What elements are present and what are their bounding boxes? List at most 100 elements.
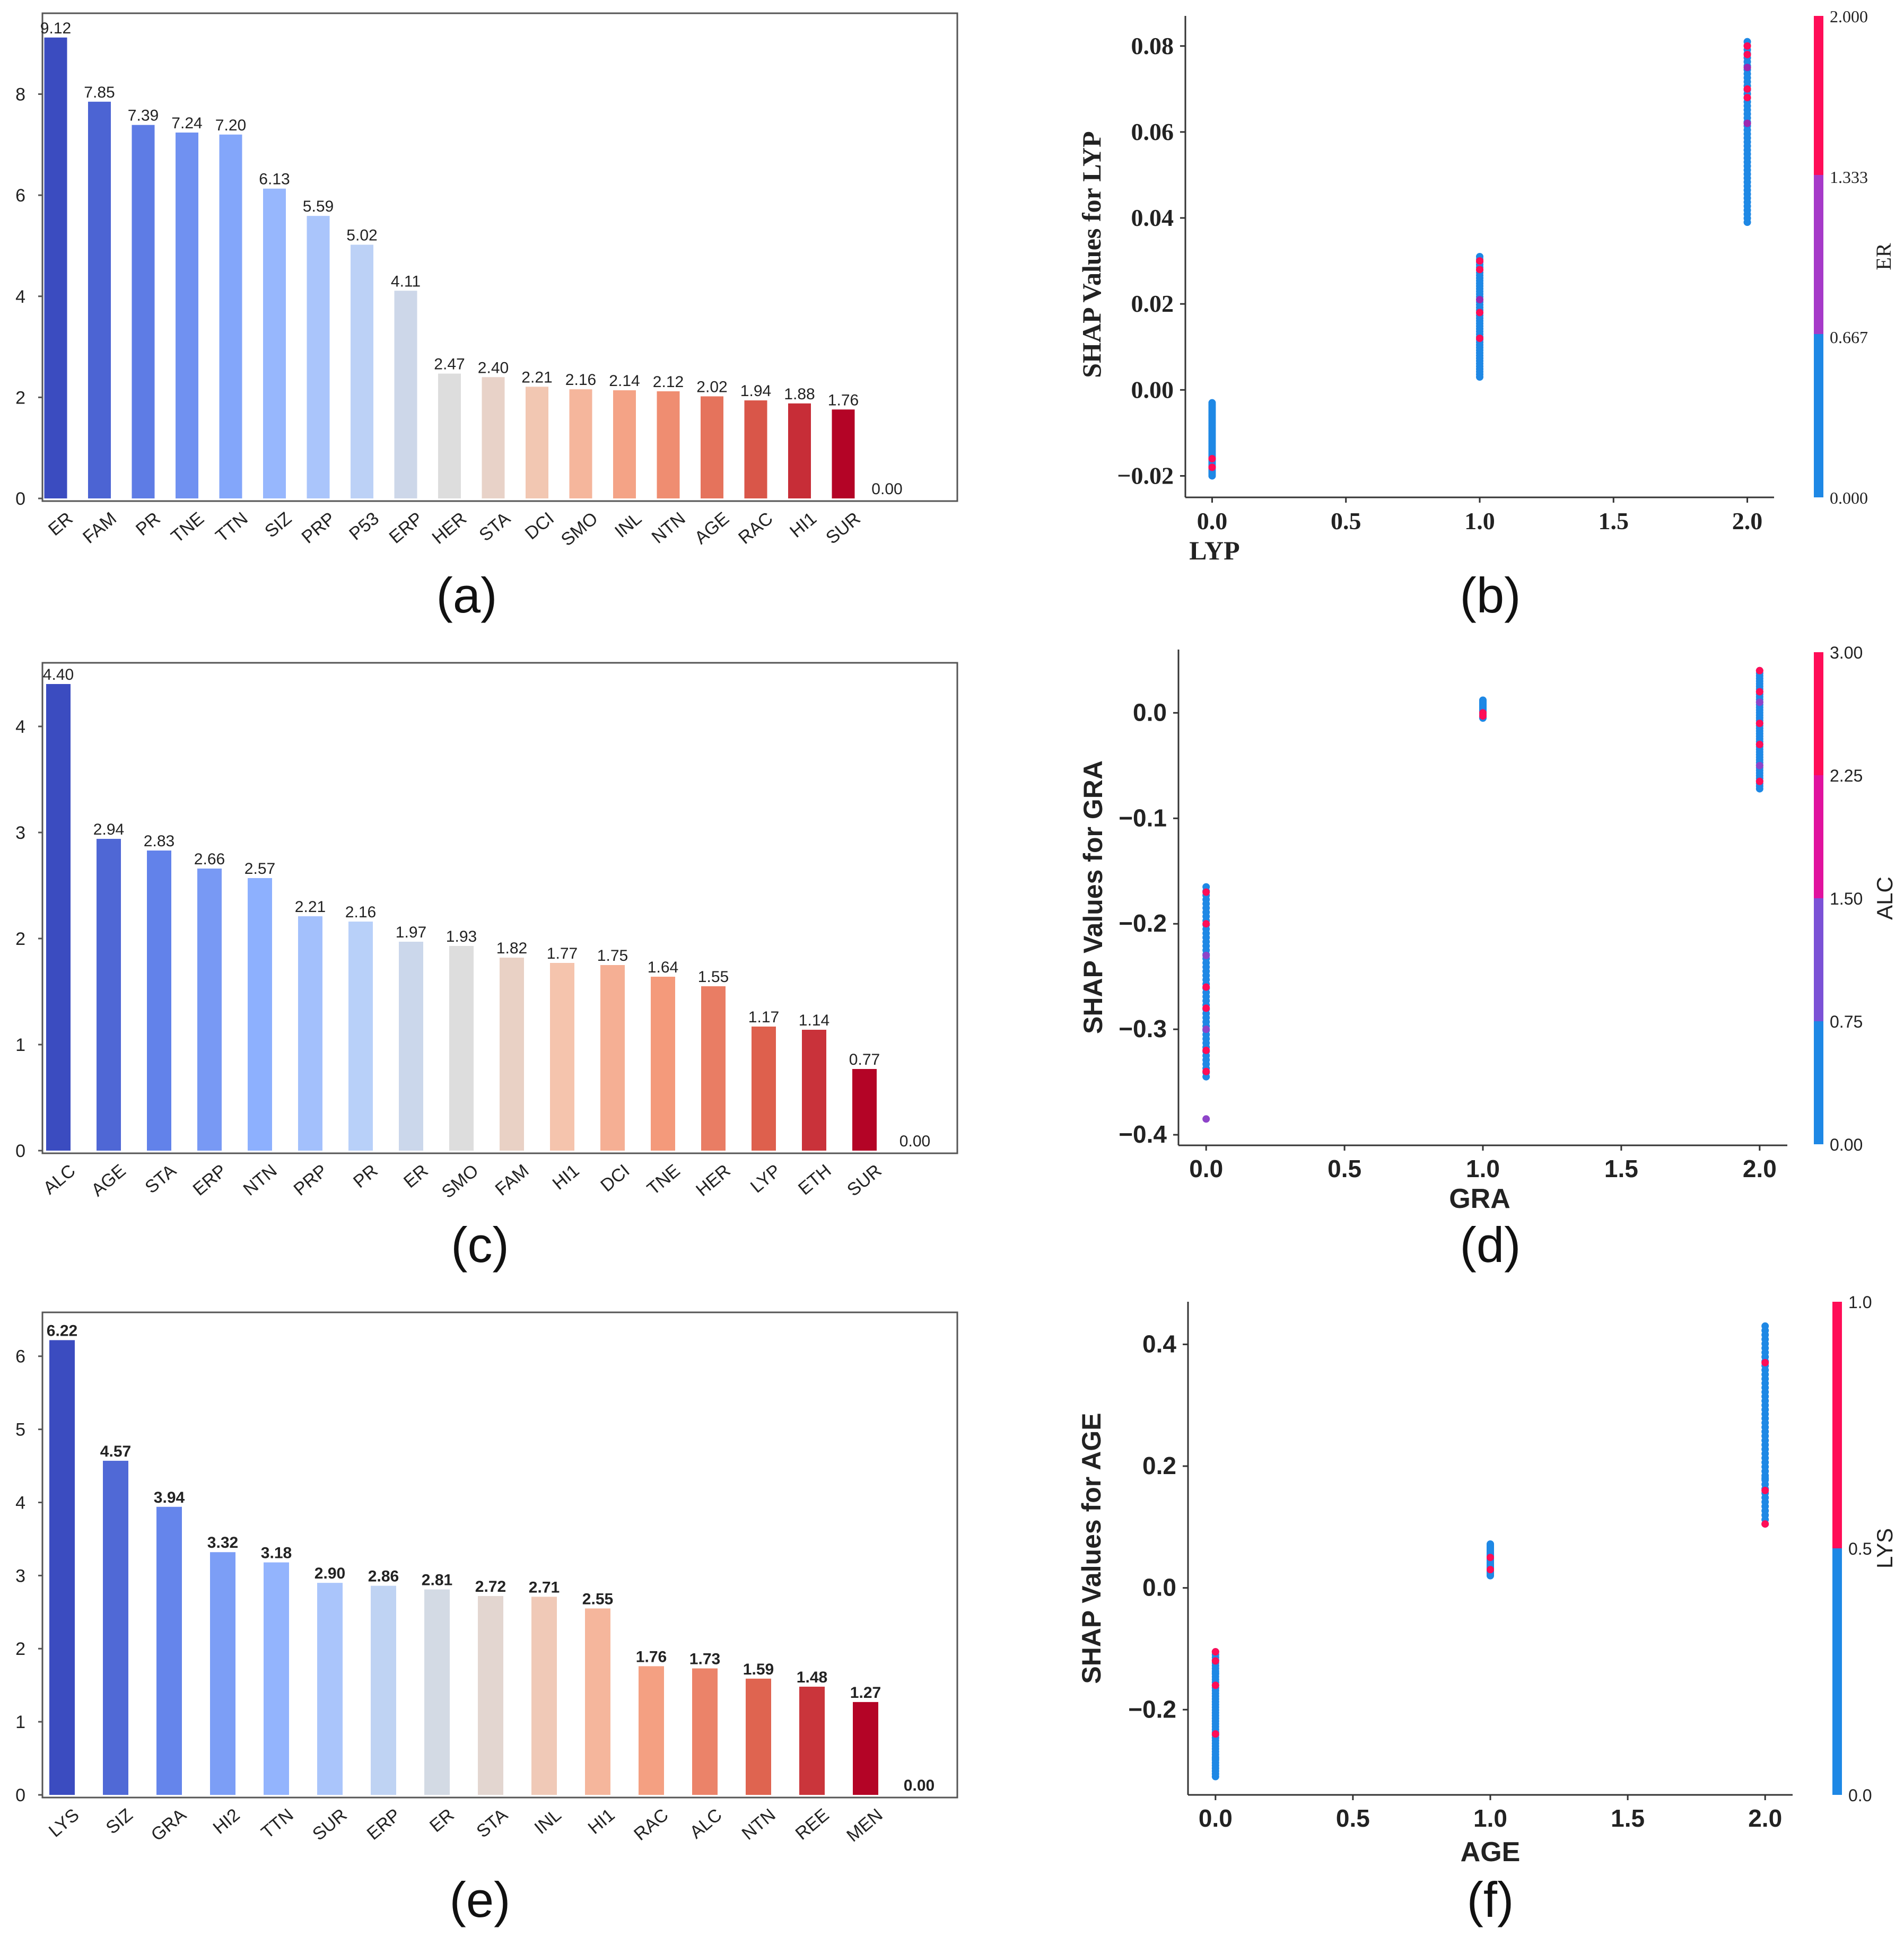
x-axis-label: AGE (1461, 1837, 1521, 1868)
bar-sur (832, 409, 855, 498)
y-tick-label: 0.0 (1133, 698, 1167, 726)
value-label: 2.55 (582, 1590, 613, 1608)
x-tick-label: P53 (345, 509, 383, 545)
data-point-highlight (1202, 1004, 1210, 1012)
value-label: 7.39 (128, 107, 159, 125)
bar-age (97, 839, 121, 1151)
data-point-highlight (1755, 720, 1763, 727)
bar-p53 (351, 244, 373, 498)
y-tick-label: 0.02 (1131, 290, 1174, 317)
colorbar-label: ER (1872, 243, 1896, 270)
value-label: 5.02 (346, 227, 377, 244)
bar-rac (639, 1666, 664, 1795)
value-label: 1.93 (446, 928, 477, 945)
value-label: 5.59 (303, 198, 334, 215)
data-point-highlight (1476, 266, 1483, 274)
data-points (1211, 1322, 1769, 1781)
y-tick-label: 0.00 (1131, 376, 1174, 403)
y-tick-labels: −0.2 0.0 0.2 0.4 (1128, 1330, 1188, 1723)
data-points (1202, 667, 1763, 1123)
value-label: 2.12 (653, 373, 684, 391)
data-point-highlight (1211, 1755, 1219, 1763)
x-tick-label: TTN (257, 1805, 297, 1843)
bar-ree (799, 1686, 825, 1795)
x-tick-label: 0.5 (1336, 1804, 1370, 1832)
data-point-highlight (1211, 1730, 1219, 1738)
y-tick-label: 4 (15, 1493, 25, 1513)
plot-frame (41, 12, 958, 502)
x-tick-labels: 0.0 0.5 1.0 1.5 2.0 (1197, 497, 1762, 534)
bar-siz (103, 1460, 128, 1795)
colorbar-mid (1814, 175, 1823, 334)
x-tick-label: ERP (363, 1805, 405, 1844)
bar-erp (197, 869, 222, 1151)
y-tick-label: 0.08 (1131, 32, 1174, 59)
value-label: 4.11 (391, 273, 421, 290)
bar-tne (176, 132, 198, 498)
x-tick-label: MEN (843, 1805, 886, 1846)
data-point-highlight (1476, 296, 1483, 304)
y-tick-labels: 0 1 2 3 4 (15, 717, 42, 1161)
x-tick-labels: ALC AGE STA ERP NTN PRP PR ER SMO FAM HI1 DCI TNE HER… (39, 1160, 885, 1202)
data-point-highlight (1743, 50, 1751, 58)
x-tick-label: ER (45, 509, 77, 540)
x-tick-labels: LYS SIZ GRA HI2 TTN SUR ERP ER STA INL HI1 RAC ALC NT… (45, 1804, 887, 1846)
value-label: 2.16 (565, 371, 596, 389)
value-label: 1.48 (797, 1669, 827, 1686)
value-labels: 9.12 7.85 7.39 7.24 7.20 6.13 5.59 5.02 4.11 2.47… (40, 20, 903, 498)
y-axis-label: SHAP Values for GRA (1078, 760, 1108, 1034)
colorbar-high (1814, 652, 1823, 775)
y-tick-label: 4 (15, 287, 25, 307)
bar-fam (500, 958, 524, 1151)
value-label: 1.97 (396, 924, 426, 941)
bar-prp (307, 216, 330, 498)
x-tick-label: NTN (738, 1805, 780, 1844)
data-point-highlight (1202, 920, 1210, 928)
y-tick-label: 1 (15, 1712, 25, 1732)
bar-inl (613, 390, 636, 498)
bar-rac (744, 400, 767, 498)
bar-smo (569, 389, 592, 498)
data-point-highlight (1476, 257, 1483, 265)
value-label-zero: 0.00 (871, 480, 902, 498)
panel-label: (b) (1460, 567, 1521, 623)
value-label: 2.16 (345, 904, 376, 921)
y-tick-label: 8 (15, 85, 25, 105)
y-tick-labels: 0 2 4 6 8 (15, 85, 42, 509)
colorbar-low (1832, 1548, 1842, 1795)
bar-ttn (264, 1562, 289, 1795)
value-label: 1.64 (648, 959, 678, 976)
x-tick-label: INL (531, 1805, 565, 1838)
value-label: 1.76 (828, 391, 859, 409)
data-point-highlight (1202, 951, 1210, 959)
y-tick-label: −0.3 (1119, 1015, 1167, 1042)
x-tick-label: 2.0 (1748, 1804, 1782, 1832)
data-point (1479, 696, 1487, 704)
data-point-highlight (1208, 463, 1216, 471)
x-tick-label: HER (692, 1161, 734, 1200)
bar-age (701, 396, 723, 498)
x-tick-label: PRP (290, 1161, 331, 1200)
x-tick-label: ALC (39, 1161, 79, 1199)
plot-frame (41, 662, 958, 1154)
colorbar-tick-label: 1.333 (1830, 168, 1868, 187)
value-label: 1.73 (689, 1650, 720, 1668)
value-label: 1.76 (636, 1648, 667, 1666)
value-label: 1.82 (496, 940, 527, 957)
colorbar-tick-label: 0.0 (1848, 1786, 1872, 1805)
bar-hi1 (788, 403, 811, 498)
colorbar-tick-label: 0.667 (1830, 328, 1868, 347)
data-point-highlight (1202, 1067, 1210, 1075)
x-tick-label: HI1 (584, 1805, 619, 1838)
data-point-highlight (1755, 667, 1763, 674)
data-point-highlight (1211, 1657, 1219, 1665)
colorbar-tick-label: 2.000 (1830, 7, 1868, 26)
value-label: 1.77 (547, 945, 578, 962)
value-label: 2.81 (422, 1572, 452, 1589)
y-tick-label: −0.2 (1128, 1695, 1176, 1723)
data-point-highlight (1761, 1486, 1769, 1494)
bars (44, 37, 855, 498)
x-tick-label: 1.0 (1464, 507, 1495, 534)
data-point-highlight (1761, 1358, 1769, 1366)
data-point-highlight (1761, 1474, 1769, 1482)
